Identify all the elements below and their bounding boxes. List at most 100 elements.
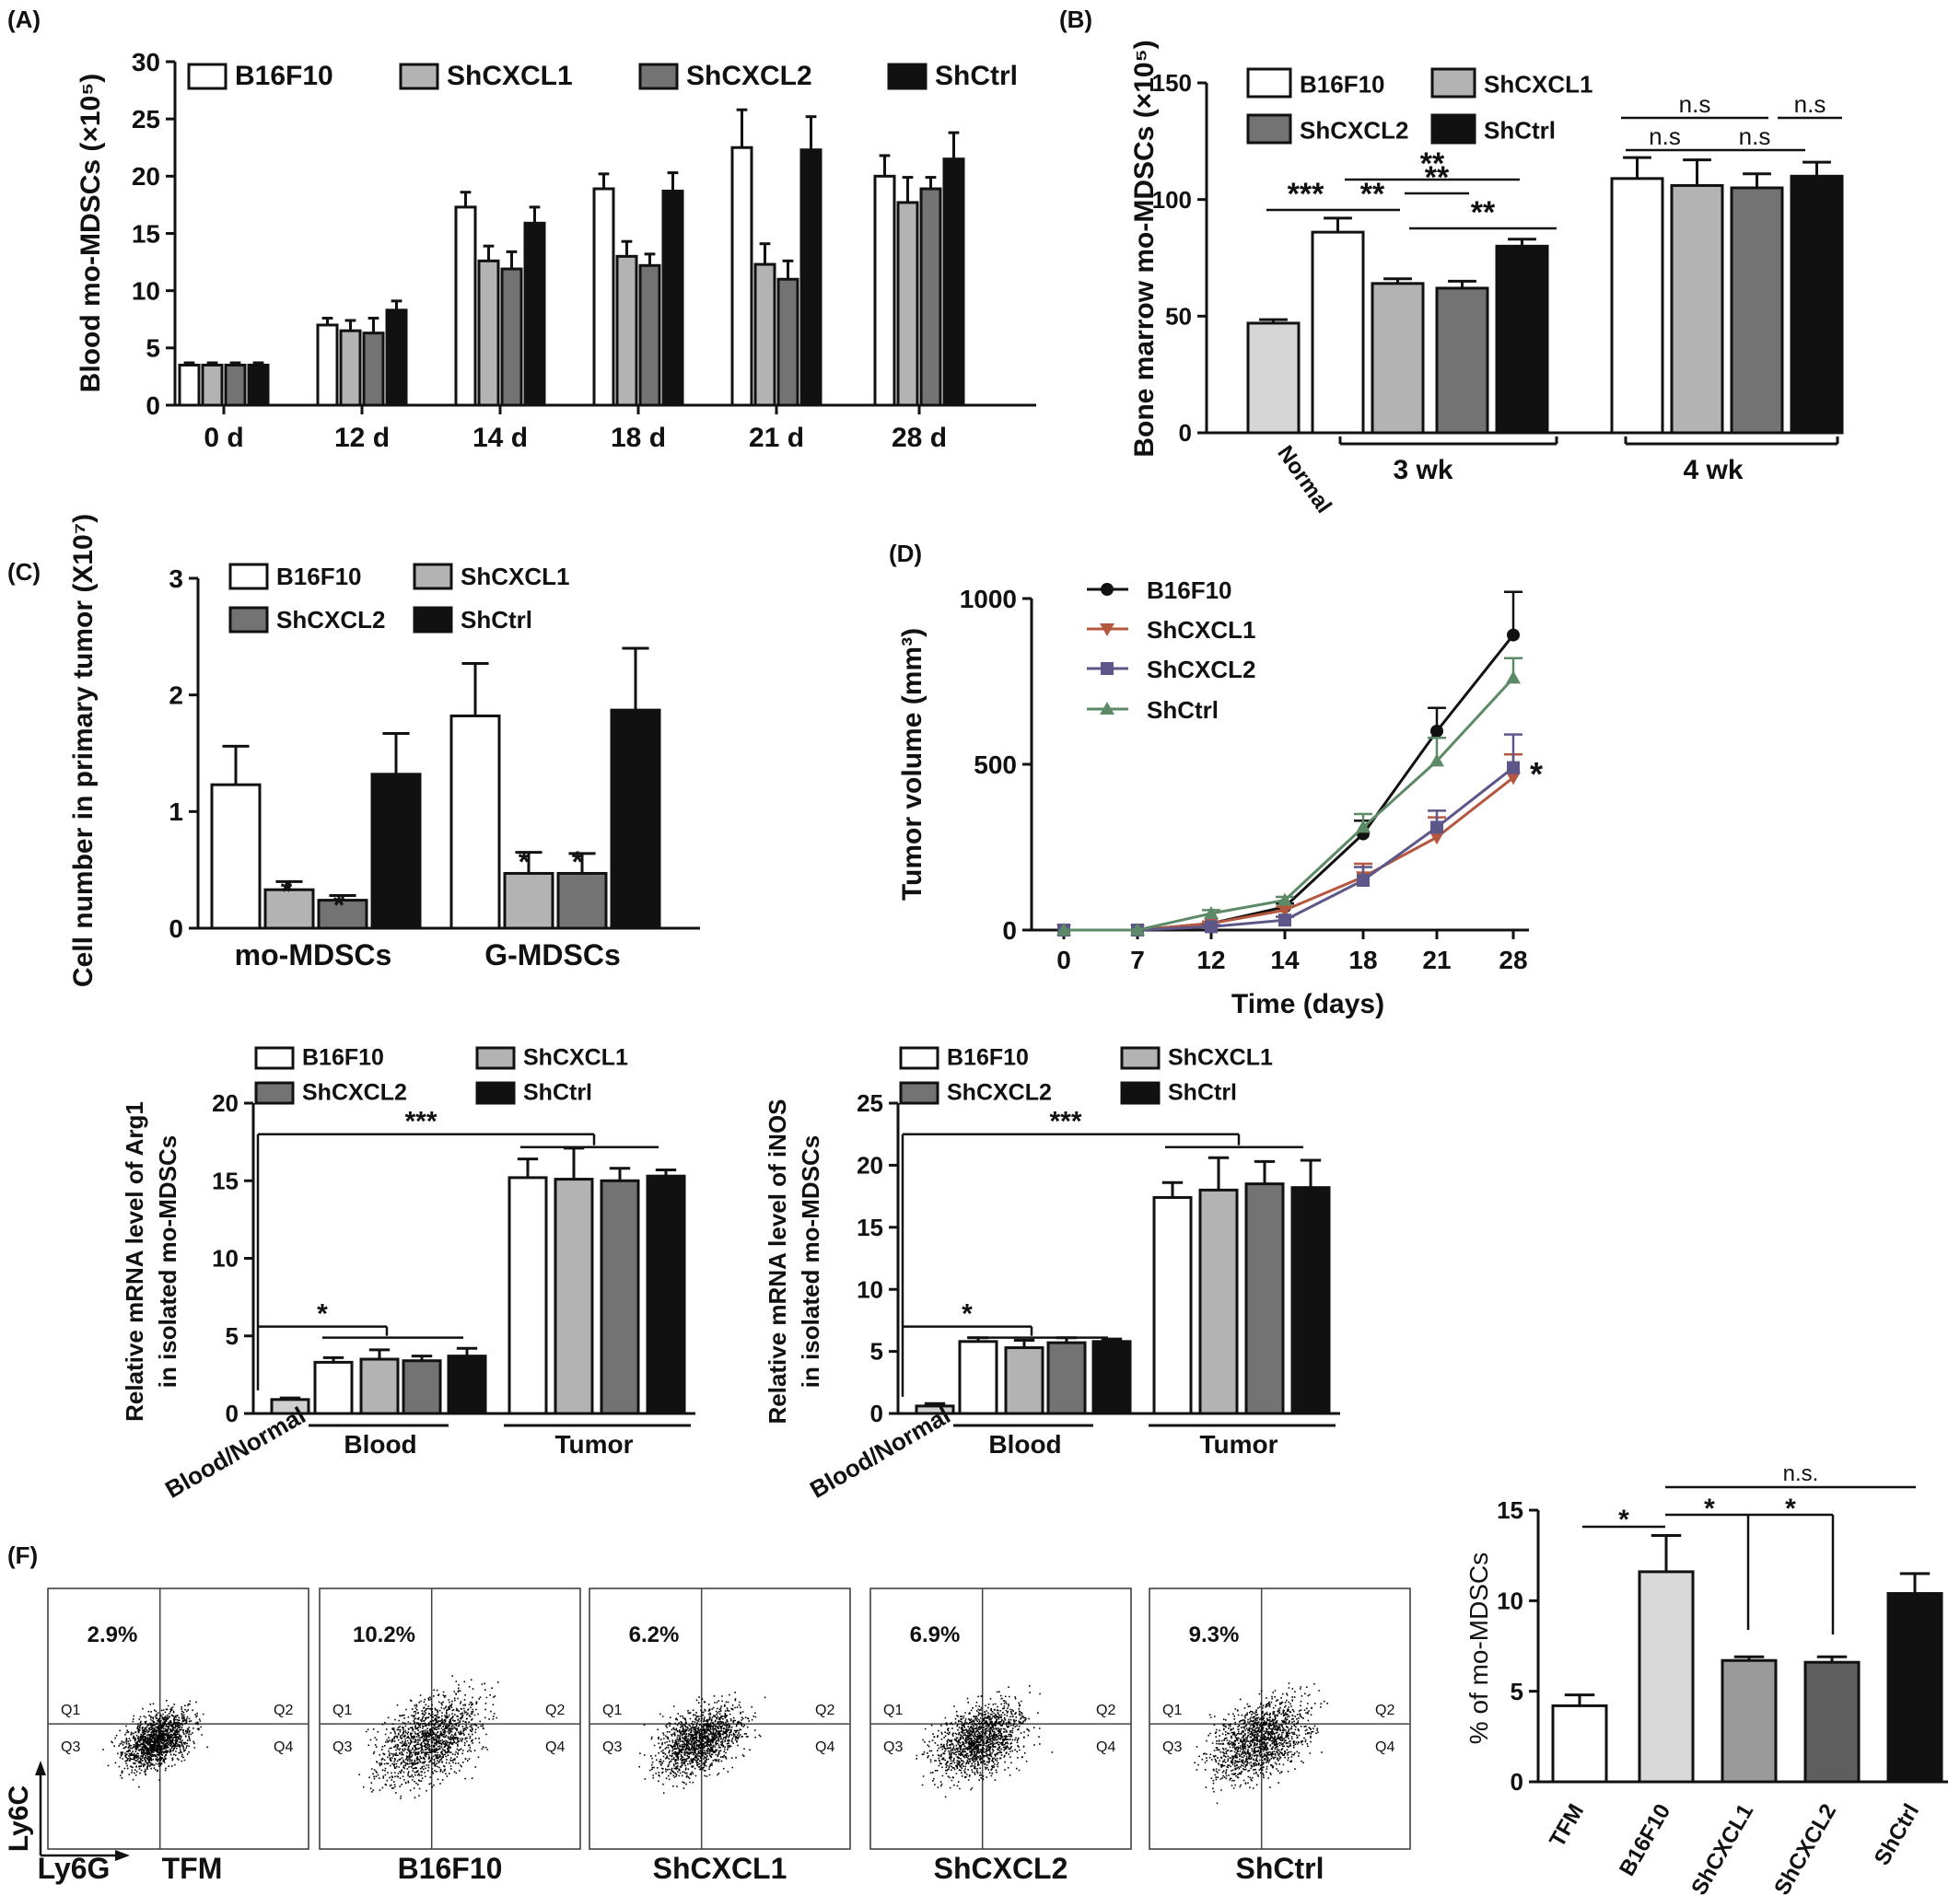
panel-e-bar-ShCtrl (447, 1355, 487, 1415)
panel-e-legend-B16F10-swatch (254, 1046, 295, 1070)
panel-a-y-tick-label: 15 (132, 219, 160, 248)
panel-d-legend-ShCtrl: ShCtrl (1147, 696, 1219, 724)
panel-d-y-tick-label: 0 (1002, 916, 1017, 945)
flow-plot-TFM: Q1 Q2 Q3 Q4 2.9% (47, 1588, 309, 1850)
flow-quadrant-label: Q2 (1375, 1703, 1394, 1718)
panel-b-y-label: Bone marrow mo-MDSCs (×10⁵) (1129, 40, 1160, 457)
panel-e-legend-ShCXCL1: ShCXCL1 (1168, 1045, 1273, 1071)
panel-f-y-label: % of mo-MDSCs (1464, 1553, 1493, 1744)
panel-e-legend-ShCXCL2-swatch (254, 1081, 295, 1105)
panel-e-bar-ShCXCL2 (402, 1359, 442, 1415)
panel-e-y-tick-label: 5 (870, 1338, 883, 1366)
flow-plot-label: ShCXCL1 (653, 1852, 788, 1885)
panel-a-bar-B16F10 (592, 187, 615, 407)
flow-quadrant-label: Q3 (61, 1739, 80, 1755)
panel-e-bar-Normal (915, 1404, 955, 1415)
flow-quadrant-label: Q2 (545, 1703, 565, 1718)
panel-d-y-label: Tumor volume (mm³) (897, 628, 928, 901)
panel-e-bar-ShCXCL2 (600, 1179, 640, 1415)
panel-a-legend-ShCtrl-swatch (887, 63, 928, 90)
panel-e-y-tick-label: 10 (857, 1275, 883, 1303)
panel-d-point-B16F10 (1430, 725, 1443, 738)
panel-b-bar-ShCXCL1 (1371, 282, 1425, 435)
panel-e-y-tick-label: 20 (857, 1152, 883, 1180)
flow-plot-frame (47, 1588, 309, 1850)
panel-d-x-label: Time (days) (1231, 989, 1384, 1019)
flow-quadrant-label: Q4 (1375, 1739, 1394, 1755)
panel-a-bar-ShCXCL1 (615, 254, 638, 407)
panel-label: (D) (889, 540, 922, 567)
panel-d-point-ShCtrl (1356, 820, 1371, 833)
panel-label: (C) (7, 558, 41, 586)
panel-a-y-tick-label: 30 (132, 48, 160, 76)
panel-c-legend-B16F10-swatch (228, 563, 269, 590)
panel-b-sig-label: ** (1471, 195, 1496, 230)
flow-plot-frame (869, 1588, 1132, 1850)
panel-a-legend-ShCXCL1-swatch (399, 63, 439, 90)
panel-d-x-tick-label: 7 (1130, 946, 1145, 974)
panel-a-bar-ShCtrl (799, 148, 822, 407)
panel-d-series-line-ShCtrl (1064, 677, 1515, 932)
panel-c-sig-label: * (572, 845, 584, 878)
panel-d-legend-marker-ShCXCL2 (1101, 662, 1114, 675)
panel-f-bar-TFM (1551, 1704, 1608, 1784)
panel-c-legend-ShCtrl: ShCtrl (461, 606, 532, 634)
panel-b-bar-ShCtrl (1495, 244, 1549, 435)
panel-b-bar-ShCXCL2 (1435, 286, 1489, 435)
panel-e-group-label: Tumor (554, 1430, 633, 1459)
panel-d-sig-label: * (1530, 755, 1543, 793)
panel-c-sig-label: * (519, 845, 531, 878)
panel-f-sig-label: * (1704, 1494, 1715, 1524)
panel-a-bar-ShCtrl (385, 308, 408, 407)
panel-c-bar-B16F10 (449, 714, 501, 930)
panel-f-bar-ShCXCL2 (1803, 1660, 1861, 1784)
panel-c-legend-ShCXCL1: ShCXCL1 (461, 563, 569, 590)
panel-c-bar-ShCXCL2 (317, 899, 368, 930)
panel-b-bar-ShCtrl (1790, 174, 1844, 435)
panel-e-bar-ShCXCL1 (1198, 1188, 1239, 1415)
panel-f-bar-ShCXCL1 (1721, 1658, 1778, 1784)
panel-c-sig-label: * (333, 889, 345, 922)
panel-c-legend-ShCXCL1-swatch (413, 563, 453, 590)
panel-c-x-tick-label: G-MDSCs (484, 938, 621, 971)
panel-e-y-tick-label: 0 (870, 1400, 883, 1427)
panel-a-bar-ShCtrl (247, 363, 270, 407)
panel-a-bar-ShCXCL2 (224, 363, 247, 407)
panel-e-y-tick-label: 20 (212, 1089, 239, 1117)
panel-a-legend-ShCXCL1: ShCXCL1 (447, 61, 573, 91)
panel-b-legend-ShCXCL2: ShCXCL2 (1300, 117, 1408, 145)
panel-a-legend-ShCtrl: ShCtrl (935, 61, 1018, 91)
panel-b-y-tick-label: 150 (1152, 69, 1192, 97)
panel-d-x-tick-label: 18 (1348, 946, 1377, 974)
panel-label: (A) (7, 6, 41, 33)
panel-a-bar-B16F10 (873, 174, 896, 407)
panel-b-y-tick-label: 100 (1152, 186, 1192, 214)
panel-e-legend-ShCXCL2: ShCXCL2 (302, 1080, 407, 1106)
panel-c-y-tick-label: 3 (169, 564, 183, 593)
panel-a-bar-ShCXCL1 (339, 329, 362, 407)
panel-a-y-tick-label: 5 (146, 334, 160, 363)
panel-e-y-tick-label: 15 (857, 1214, 883, 1241)
panel-e-y-label: in isolated mo-MDSCs (154, 1135, 181, 1388)
panel-a-bar-B16F10 (730, 145, 753, 407)
panel-e-sig-label: *** (404, 1107, 437, 1137)
panel-d-x-tick-label: 28 (1499, 946, 1527, 974)
panel-b-legend-B16F10: B16F10 (1300, 71, 1385, 99)
panel-a-y-label: Blood mo-MDSCs (×10⁵) (76, 74, 106, 393)
panel-d-y-tick-label: 500 (974, 750, 1017, 779)
flow-quadrant-label: Q1 (332, 1703, 352, 1718)
panel-d-point-ShCXCL1 (1278, 904, 1292, 918)
panel-b-bar-Normal (1246, 321, 1301, 435)
panel-d-x-tick-label: 0 (1056, 946, 1071, 974)
panel-f-sig-label: * (1618, 1505, 1629, 1535)
panel-a-y-tick-label: 25 (132, 105, 160, 134)
flow-dots (638, 1692, 766, 1794)
panel-c-bar-ShCtrl (370, 773, 422, 930)
panel-f-y-tick-label: 15 (1497, 1496, 1523, 1524)
panel-d-point-ShCXCL1 (1429, 832, 1444, 845)
panel-b-sig-label: n.s (1739, 122, 1771, 150)
panel-e-legend-B16F10: B16F10 (947, 1045, 1029, 1071)
flow-x-label: Ly6G (38, 1852, 111, 1885)
panel-f-sig-label: n.s. (1783, 1461, 1819, 1486)
panel-e-legend-ShCtrl: ShCtrl (523, 1080, 592, 1106)
